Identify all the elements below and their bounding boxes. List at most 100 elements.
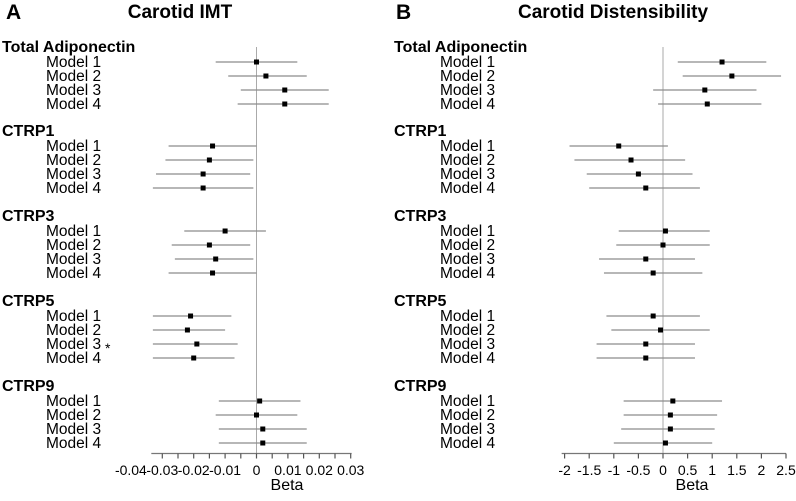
panel-a-model-label: Model 1 xyxy=(46,54,101,71)
panel-a-model-label: Model 1 xyxy=(46,308,101,325)
panel-b-point-estimate-marker xyxy=(643,341,649,347)
panel-a-model-label: Model 3 xyxy=(46,421,101,438)
panel-a-model-label: Model 4 xyxy=(46,350,102,367)
panel-b-model-label: Model 4 xyxy=(440,435,496,452)
panel-b-letter: B xyxy=(396,1,412,24)
panel-a-point-estimate-marker xyxy=(282,101,288,107)
panel-b-axis-tick-label: -0.5 xyxy=(626,462,650,478)
panel-b-model-label: Model 3 xyxy=(440,421,495,438)
panel-a-model-label: Model 1 xyxy=(46,138,101,155)
panel-b-axis-tick-label: -2 xyxy=(558,462,571,478)
panel-a-model-label: Model 1 xyxy=(46,223,101,240)
panel-b-axis-tick-label: 1.5 xyxy=(727,462,747,478)
panel-b-point-estimate-marker xyxy=(670,398,676,404)
panel-a-model-label: Model 3 xyxy=(46,336,101,353)
panel-a-point-estimate-marker xyxy=(210,143,216,149)
panel-b-axis-tick-label: 0 xyxy=(659,462,667,478)
panel-b-model-label: Model 3 xyxy=(440,251,495,268)
panel-b-title: Carotid Distensibility xyxy=(517,2,709,23)
panel-b-point-estimate-marker xyxy=(667,412,673,418)
panel-a-axis-tick-label: -0.03 xyxy=(146,462,178,478)
panel-a-group-label: CTRP5 xyxy=(2,293,55,310)
panel-a-model-label: Model 4 xyxy=(46,180,102,197)
panel-b-point-estimate-marker xyxy=(702,87,708,93)
panel-b-model-label: Model 1 xyxy=(440,308,495,325)
panel-a-point-estimate-marker xyxy=(257,398,263,404)
panel-a-group-label: CTRP1 xyxy=(2,123,55,140)
panel-a-axis-tick-label: -0.04 xyxy=(115,462,147,478)
panel-a-model-label: Model 2 xyxy=(46,322,101,339)
panel-b-model-label: Model 1 xyxy=(440,138,495,155)
panel-b-point-estimate-marker xyxy=(650,313,656,319)
panel-b-model-label: Model 4 xyxy=(440,180,496,197)
panel-b-point-estimate-marker xyxy=(667,426,673,432)
panel-b-model-label: Model 2 xyxy=(440,322,495,339)
panel-a-point-estimate-marker xyxy=(254,59,259,65)
panel-a-point-estimate-marker xyxy=(200,171,206,177)
panel-b-point-estimate-marker xyxy=(662,440,668,446)
panel-b-model-label: Model 1 xyxy=(440,54,495,71)
panel-b-model-label: Model 4 xyxy=(440,96,496,113)
panel-a-axis-tick-label: 0.03 xyxy=(337,462,364,478)
panel-a-model-label: Model 4 xyxy=(46,265,102,282)
panel-b-point-estimate-marker xyxy=(704,101,710,107)
panel-b-axis-tick-label: 0.5 xyxy=(678,462,698,478)
panel-a-title: Carotid IMT xyxy=(127,2,233,23)
panel-a-point-estimate-marker xyxy=(222,228,228,234)
panel-b-axis-tick-label: 2.5 xyxy=(776,462,796,478)
panel-a-point-estimate-marker xyxy=(200,185,206,191)
panel-b-model-label: Model 3 xyxy=(440,166,495,183)
panel-a-model-label: Model 2 xyxy=(46,407,101,424)
panel-b-model-label: Model 2 xyxy=(440,407,495,424)
panel-a-group-label: CTRP3 xyxy=(2,208,55,225)
panel-a-point-estimate-marker xyxy=(260,426,266,432)
panel-b-point-estimate-marker xyxy=(643,256,649,262)
panel-b-group-label: CTRP1 xyxy=(394,123,447,140)
panel-b-model-label: Model 1 xyxy=(440,223,495,240)
panel-b-point-estimate-marker xyxy=(635,171,641,177)
panel-b-model-label: Model 1 xyxy=(440,393,495,410)
panel-b-group-label: CTRP5 xyxy=(394,293,447,310)
panel-b-point-estimate-marker xyxy=(628,157,634,163)
panel-a-model-label: Model 2 xyxy=(46,237,101,254)
panel-b-group-label: CTRP3 xyxy=(394,208,447,225)
panel-a-axis-tick-label: 0 xyxy=(253,462,261,478)
panel-b-model-label: Model 3 xyxy=(440,336,495,353)
panel-b-point-estimate-marker xyxy=(662,228,668,234)
panel-b-axis-tick-label: 2 xyxy=(758,462,766,478)
panel-a-model-label: Model 2 xyxy=(46,68,101,85)
panel-a-model-label: Model 2 xyxy=(46,152,101,169)
panel-a-point-estimate-marker xyxy=(194,341,200,347)
panel-a-model-label: Model 3 xyxy=(46,82,101,99)
panel-b-axis-tick-label: -1 xyxy=(608,462,621,478)
panel-b-model-label: Model 2 xyxy=(440,237,495,254)
panel-b-axis-tick-label: -1.5 xyxy=(577,462,601,478)
panel-a-group-label: CTRP9 xyxy=(2,378,55,395)
panel-a-model-label: Model 1 xyxy=(46,393,101,410)
panel-b-model-label: Model 4 xyxy=(440,350,496,367)
panel-b-point-estimate-marker xyxy=(660,242,666,248)
panel-a-point-estimate-marker xyxy=(191,355,197,361)
panel-b-axis-tick-label: 1 xyxy=(708,462,716,478)
panel-a-axis-tick-label: 0.01 xyxy=(274,462,301,478)
panel-b-point-estimate-marker xyxy=(643,185,649,191)
panel-b-model-label: Model 4 xyxy=(440,265,496,282)
panel-b-point-estimate-marker xyxy=(729,73,735,79)
panel-b-point-estimate-marker xyxy=(643,355,649,361)
panel-b-group-label: CTRP9 xyxy=(394,378,447,395)
panel-a-axis-tick-label: 0.02 xyxy=(306,462,333,478)
panel-b-point-estimate-marker xyxy=(650,270,656,276)
panel-a-axis-tick-label: -0.01 xyxy=(209,462,241,478)
panel-a-group-label: Total Adiponectin xyxy=(2,39,135,56)
panel-a-point-estimate-marker xyxy=(282,87,288,93)
panel-a-model-label: Model 3 xyxy=(46,166,101,183)
panel-b-point-estimate-marker xyxy=(616,143,622,149)
panel-a-model-label: Model 4 xyxy=(46,96,102,113)
panel-b-group-label: Total Adiponectin xyxy=(394,39,527,56)
panel-a-x-axis-title: Beta xyxy=(270,477,304,494)
panel-a-point-estimate-marker xyxy=(206,242,212,248)
panel-b-point-estimate-marker xyxy=(658,327,664,333)
panel-b-model-label: Model 2 xyxy=(440,152,495,169)
